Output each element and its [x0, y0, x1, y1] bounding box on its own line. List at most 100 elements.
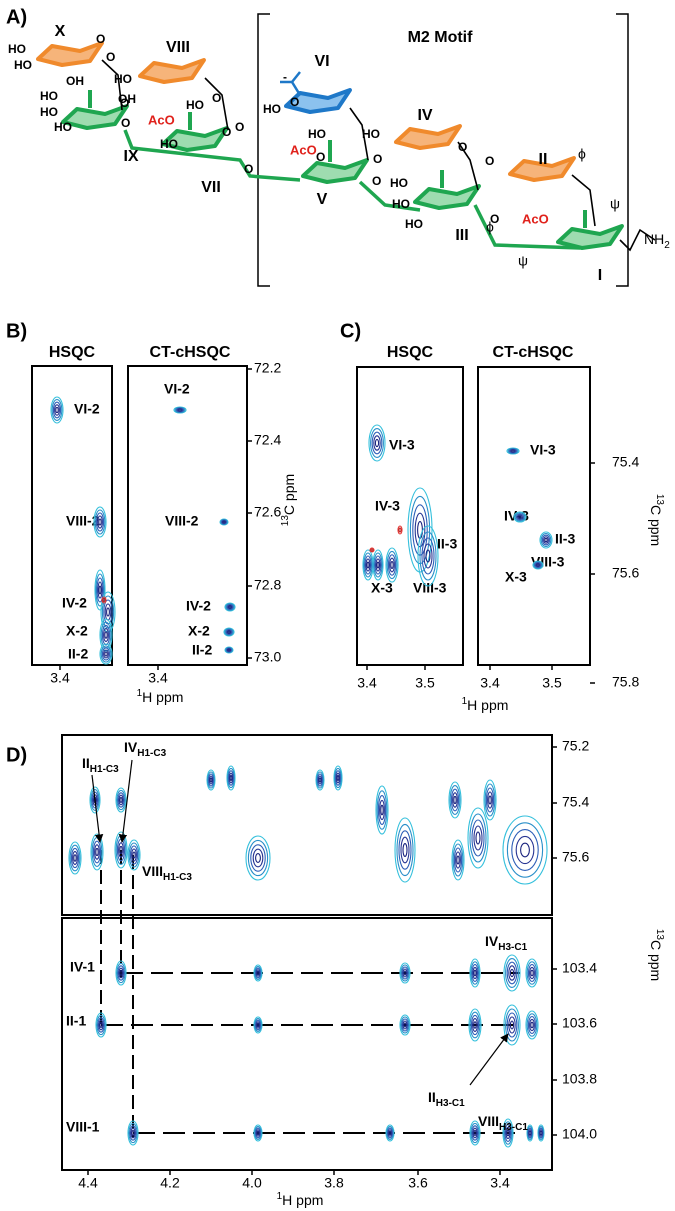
- contour: [526, 961, 538, 985]
- subscript: H3-C1: [498, 942, 527, 953]
- contour: [506, 1012, 518, 1038]
- contour: [254, 1018, 262, 1032]
- contour: [473, 1021, 477, 1029]
- contour: [98, 585, 102, 595]
- contour: [229, 775, 233, 781]
- contour: [131, 1130, 135, 1136]
- peak-label: II-3: [555, 531, 575, 547]
- contour: [256, 1130, 260, 1136]
- contour: [515, 513, 525, 521]
- peak-label: X-3: [505, 569, 527, 585]
- contour: [221, 519, 227, 525]
- contour: [226, 629, 232, 635]
- torsion-label: ψ: [610, 196, 620, 212]
- content: A)M2 MotifXVIIIVIIVIIIXVIIVIIIIAcOAcOAcO…: [6, 6, 670, 1207]
- contour: [541, 534, 551, 546]
- contour: [368, 424, 386, 462]
- contour: [403, 970, 407, 976]
- contour: [470, 961, 480, 985]
- contour: [377, 795, 387, 825]
- contour: [219, 518, 229, 526]
- contour: [376, 561, 380, 569]
- subscript: H1-C3: [137, 748, 166, 759]
- contour: [97, 515, 103, 529]
- group-label: HO: [40, 105, 58, 119]
- contour: [371, 431, 383, 455]
- group-label: O: [235, 120, 244, 134]
- residue-label: X: [55, 23, 66, 40]
- contour: [503, 954, 521, 992]
- contour: [366, 561, 370, 569]
- y-tick-label: 75.2: [562, 738, 589, 754]
- contour: [468, 1008, 482, 1042]
- contour: [473, 825, 483, 851]
- y-tick-label: 72.6: [254, 504, 281, 520]
- contour: [95, 512, 105, 532]
- peak-label: X-2: [188, 623, 210, 639]
- label-main: II: [428, 1089, 436, 1105]
- group-label: O: [490, 212, 499, 226]
- contour: [372, 549, 384, 581]
- contour: [506, 1129, 510, 1137]
- contour: [97, 1017, 105, 1033]
- contour: [452, 843, 464, 877]
- peak-label: II-1: [66, 1013, 86, 1029]
- contour: [414, 512, 426, 548]
- y-tick-label: 104.0: [562, 1126, 597, 1142]
- torsion-label: ϕ: [578, 146, 586, 162]
- group-label: HO: [362, 127, 380, 141]
- subscript: H1-C3: [163, 872, 192, 883]
- contour: [472, 966, 478, 980]
- contour: [99, 643, 113, 665]
- contour: [68, 841, 82, 875]
- contour: [256, 1022, 260, 1028]
- contour: [208, 773, 214, 787]
- contour: [544, 537, 548, 543]
- contour: [104, 631, 108, 639]
- contour: [375, 558, 381, 572]
- contour: [475, 831, 481, 845]
- y-tick-label: 72.4: [254, 432, 281, 448]
- contour: [527, 1127, 533, 1139]
- contour: [452, 792, 458, 808]
- contour: [116, 789, 126, 811]
- contour: [533, 561, 543, 569]
- contour: [115, 787, 127, 813]
- label-main: IV: [124, 739, 138, 755]
- contour: [380, 804, 384, 816]
- contour: [316, 771, 324, 789]
- contour: [253, 964, 263, 982]
- contour: [450, 788, 460, 812]
- bracket: [257, 13, 629, 287]
- contour: [417, 525, 439, 587]
- y-tick-label: 75.6: [562, 849, 589, 865]
- contour: [118, 794, 124, 806]
- contour: [222, 520, 226, 524]
- contour: [375, 785, 389, 835]
- contour: [470, 1122, 480, 1144]
- contour: [540, 533, 552, 547]
- contour: [386, 1126, 394, 1140]
- panel-label: C): [340, 320, 361, 342]
- contour: [401, 1018, 409, 1032]
- contour: [508, 965, 516, 981]
- contour: [118, 967, 124, 979]
- contour: [530, 969, 534, 977]
- contour: [525, 1010, 539, 1040]
- contour: [55, 406, 59, 414]
- y-tick-label: 75.4: [562, 794, 589, 810]
- contour: [402, 968, 408, 978]
- contour: [50, 396, 64, 424]
- y-tick-label: 103.4: [562, 960, 597, 976]
- peak-label: II-2: [68, 646, 88, 662]
- contour: [387, 1129, 393, 1137]
- x-tick-label: 3.4: [50, 670, 70, 686]
- contour: [385, 1124, 395, 1142]
- y-tick-label: 72.8: [254, 577, 281, 593]
- contour: [226, 647, 232, 653]
- contour: [129, 845, 139, 865]
- contour: [543, 536, 549, 544]
- contour: [225, 603, 235, 611]
- glycosidic-chain: [123, 129, 581, 250]
- contour: [69, 844, 81, 872]
